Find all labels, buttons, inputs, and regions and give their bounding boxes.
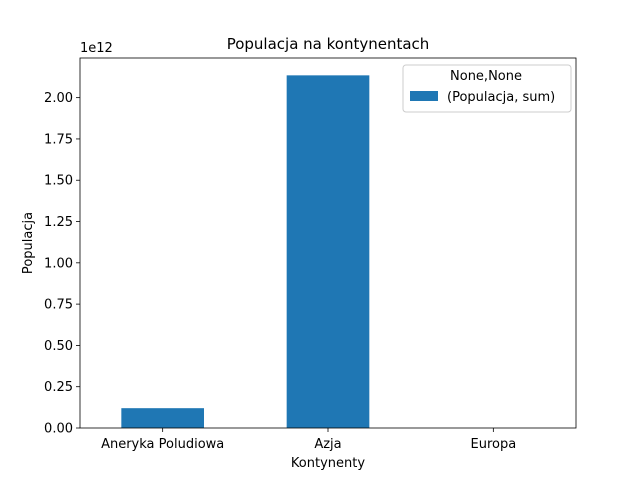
bars <box>121 75 370 428</box>
legend: None,None (Populacja, sum) <box>402 64 572 113</box>
x-tick-label: Europa <box>470 437 516 452</box>
y-tick-label: 0.50 <box>44 339 73 354</box>
x-axis-label: Kontynenty <box>291 456 365 471</box>
bar-azja <box>286 75 370 428</box>
y-tick-label: 1.75 <box>44 132 73 147</box>
axes-frame <box>79 57 577 429</box>
y-tick-label: 1.25 <box>44 215 73 230</box>
y-tick-label: 0.25 <box>44 380 73 395</box>
legend-entry-label: (Populacja, sum) <box>447 90 555 105</box>
y-tick-label: 2.00 <box>44 91 73 106</box>
x-tick-label: Aneryka Poludiowa <box>101 437 224 452</box>
legend-box <box>402 64 572 113</box>
y-offset-text: 1e12 <box>80 41 113 56</box>
y-axis-ticks: 0.00 0.25 0.50 0.75 1.00 1.25 1.50 1.75 2.00 <box>44 91 80 437</box>
y-tick-label: 0.00 <box>44 422 73 437</box>
y-tick-label: 1.00 <box>44 256 73 271</box>
y-tick-label: 0.75 <box>44 298 73 313</box>
legend-title: None,None <box>450 69 522 84</box>
bar-aneryka-poludiowa <box>121 408 204 428</box>
legend-swatch <box>410 91 438 101</box>
chart-title: Populacja na kontynentach <box>227 35 430 53</box>
y-tick-label: 1.50 <box>44 174 73 189</box>
x-axis-ticks: Aneryka Poludiowa Azja Europa <box>101 428 516 452</box>
x-tick-label: Azja <box>314 437 341 452</box>
y-axis-label: Populacja <box>21 212 36 274</box>
